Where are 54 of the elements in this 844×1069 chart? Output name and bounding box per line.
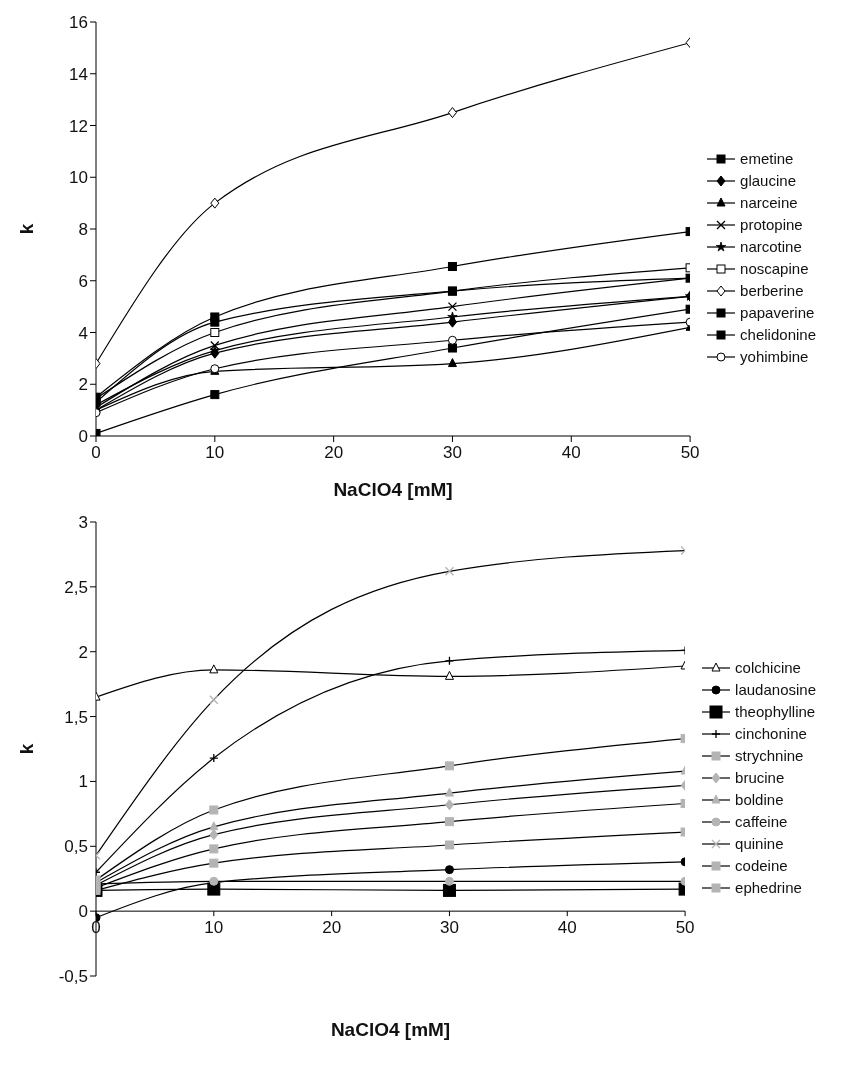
legend-label: strychnine bbox=[735, 746, 804, 766]
legend-label: caffeine bbox=[735, 812, 788, 832]
y-tick-label: 6 bbox=[78, 271, 88, 291]
x-axis-title: NaClO4 [mM] bbox=[330, 1019, 451, 1040]
x-tick-label: 20 bbox=[324, 443, 344, 462]
y-tick-label: 1,5 bbox=[64, 707, 88, 727]
x-tick-label: 40 bbox=[561, 443, 581, 462]
legend-label: narcotine bbox=[740, 237, 802, 257]
y-tick-label: 0 bbox=[78, 427, 88, 447]
x-tick-label: 30 bbox=[440, 918, 459, 938]
legend-label: quinine bbox=[735, 834, 784, 854]
y-tick-label: 10 bbox=[69, 168, 88, 188]
y-tick-label: 16 bbox=[69, 13, 88, 33]
y-tick-label: 8 bbox=[78, 220, 88, 240]
x-tick-label: 30 bbox=[443, 443, 462, 462]
y-axis-title: k bbox=[15, 743, 37, 755]
y-tick-label: -0,5 bbox=[58, 967, 88, 987]
y-axis-title: k bbox=[15, 223, 37, 235]
legend-label: protopine bbox=[740, 215, 803, 235]
legend-label: noscapine bbox=[740, 259, 809, 279]
x-tick-label: 0 bbox=[91, 918, 101, 938]
legend-label: glaucine bbox=[740, 171, 796, 191]
x-tick-label: 10 bbox=[205, 443, 225, 462]
legend-label: narceine bbox=[740, 193, 798, 213]
legend-label: theophylline bbox=[735, 702, 816, 722]
y-tick-label: 3 bbox=[78, 513, 88, 533]
x-tick-label: 0 bbox=[91, 443, 101, 462]
y-tick-label: 1 bbox=[78, 772, 88, 792]
legend-label: codeine bbox=[735, 856, 788, 876]
y-tick-label: 0 bbox=[78, 902, 88, 922]
x-tick-label: 40 bbox=[557, 918, 577, 938]
legend-label: ephedrine bbox=[735, 878, 802, 898]
x-tick-label: 50 bbox=[680, 443, 700, 462]
legend-label: papaverine bbox=[740, 303, 815, 323]
legend-label: yohimbine bbox=[740, 347, 809, 367]
y-tick-label: 2 bbox=[78, 642, 88, 662]
legend-label: chelidonine bbox=[740, 325, 816, 345]
legend-label: berberine bbox=[740, 281, 804, 301]
legend-label: boldine bbox=[735, 790, 784, 810]
y-tick-label: 2,5 bbox=[64, 577, 88, 597]
y-tick-label: 14 bbox=[69, 64, 88, 84]
y-tick-label: 12 bbox=[69, 116, 88, 136]
y-tick-label: 0,5 bbox=[64, 837, 88, 857]
legend-label: emetine bbox=[740, 149, 794, 169]
x-tick-label: 10 bbox=[204, 918, 224, 938]
y-tick-label: 2 bbox=[78, 375, 88, 395]
legend-label: laudanosine bbox=[735, 680, 816, 700]
x-axis-title: NaClO4 [mM] bbox=[333, 479, 453, 500]
legend-label: brucine bbox=[735, 768, 785, 788]
y-tick-label: 4 bbox=[78, 323, 88, 343]
x-tick-label: 20 bbox=[322, 918, 342, 938]
legend-label: cinchonine bbox=[735, 724, 807, 744]
x-tick-label: 50 bbox=[675, 918, 695, 938]
legend-label: colchicine bbox=[735, 658, 801, 678]
